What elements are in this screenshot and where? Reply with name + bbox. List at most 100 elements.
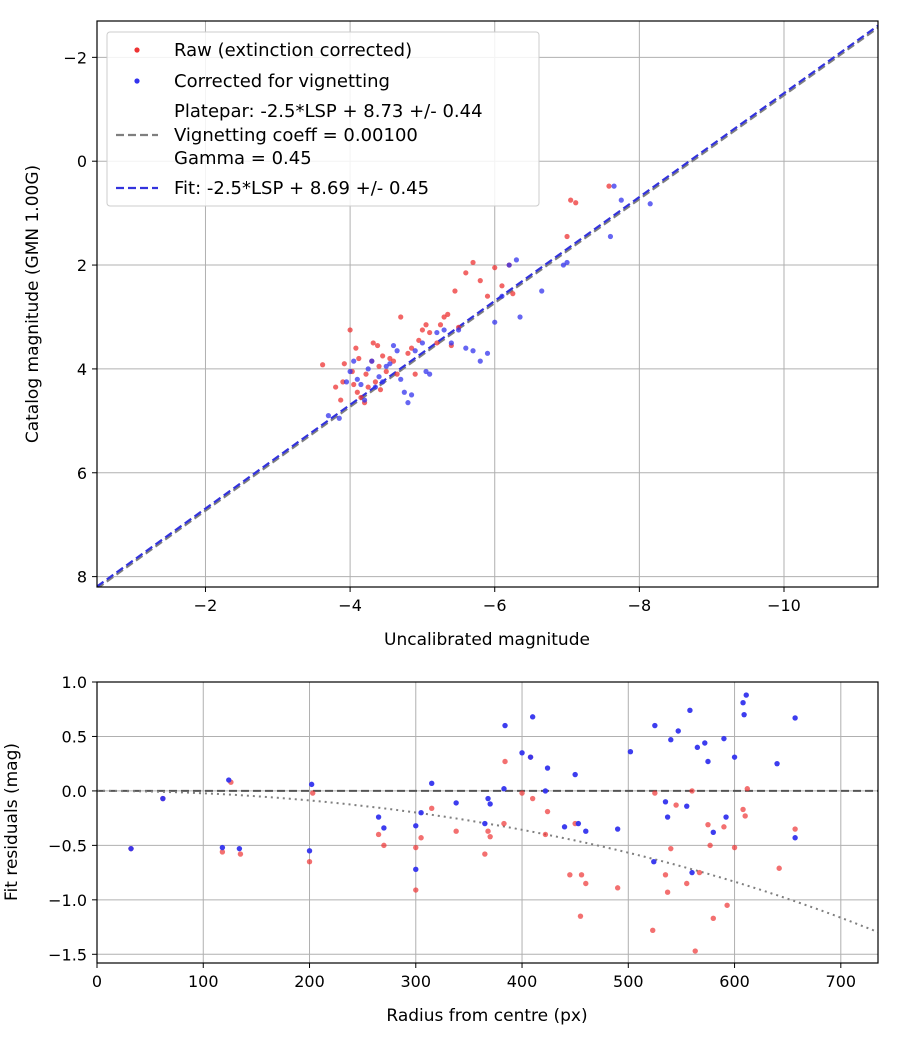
- raw-point: [338, 397, 344, 403]
- corrected-residual-point: [128, 845, 134, 852]
- top-xlabel: Uncalibrated magnitude: [384, 630, 590, 650]
- raw-point: [333, 384, 339, 390]
- corrected-residual-point: [429, 780, 435, 786]
- corrected-point: [492, 319, 498, 325]
- corrected-residual-point: [160, 795, 166, 802]
- raw-residual-point: [375, 831, 382, 838]
- raw-point: [394, 371, 400, 377]
- raw-point: [374, 342, 381, 349]
- raw-residual-point: [707, 842, 713, 849]
- corrected-residual-point: [668, 737, 674, 743]
- raw-residual-point: [542, 831, 549, 838]
- corrected-residual-point: [572, 771, 578, 778]
- raw-point: [340, 379, 346, 385]
- corrected-residual-point: [743, 692, 749, 698]
- raw-residual-point: [689, 788, 695, 794]
- raw-residual-point: [453, 828, 459, 834]
- raw-point: [434, 340, 440, 346]
- corrected-residual-point: [687, 707, 693, 714]
- raw-point: [354, 389, 360, 395]
- corrected-residual-point: [453, 800, 459, 806]
- corrected-point: [499, 293, 505, 299]
- corrected-point: [408, 392, 415, 398]
- corrected-point: [383, 363, 389, 369]
- top-y-tick-label: 8: [77, 568, 87, 587]
- raw-point: [365, 384, 371, 390]
- raw-point: [437, 322, 444, 328]
- raw-point: [353, 345, 359, 351]
- raw-point: [492, 265, 498, 271]
- raw-point: [510, 291, 516, 297]
- corrected-point: [358, 381, 364, 388]
- corrected-point: [343, 379, 350, 385]
- corrected-residual-point: [413, 866, 419, 873]
- top-x-tick-label: −4: [338, 596, 362, 615]
- corrected-residual-point: [482, 820, 488, 827]
- corrected-residual-point: [519, 750, 525, 756]
- corrected-point: [387, 361, 393, 367]
- raw-residual-point: [501, 820, 507, 827]
- raw-point: [383, 368, 389, 375]
- top-x-tick-label: −2: [194, 596, 218, 615]
- corrected-point: [423, 368, 429, 375]
- corrected-residual-point: [792, 835, 798, 841]
- top-y-tick-label: 0: [77, 152, 87, 171]
- corrected-residual-point: [219, 844, 226, 851]
- raw-residual-point: [662, 872, 669, 878]
- top-x-tick-label: −8: [628, 596, 652, 615]
- raw-point: [376, 363, 382, 369]
- corrected-point: [354, 376, 360, 382]
- raw-residual-point: [567, 872, 573, 878]
- bottom-y-tick-label: 0.5: [62, 727, 87, 746]
- top-y-tick-label: 4: [77, 360, 87, 379]
- raw-point: [356, 355, 362, 362]
- corrected-point: [405, 400, 411, 406]
- raw-residual-point: [237, 851, 244, 857]
- corrected-residual-point: [542, 788, 549, 794]
- raw-residual-point: [673, 802, 679, 808]
- raw-point: [484, 293, 491, 299]
- corrected-point: [647, 201, 653, 207]
- corrected-point: [470, 348, 476, 354]
- corrected-point: [434, 329, 440, 336]
- corrected-point: [539, 288, 545, 294]
- raw-residual-point: [219, 849, 226, 855]
- raw-residual-point: [485, 828, 491, 834]
- raw-point: [452, 288, 458, 294]
- raw-residual-point: [583, 880, 589, 887]
- corrected-point: [419, 340, 426, 346]
- corrected-residual-point: [544, 765, 551, 771]
- top-y-tick-label: 6: [77, 464, 87, 483]
- raw-residual-point: [650, 927, 656, 934]
- corrected-residual-point: [774, 760, 780, 767]
- legend-platepar-line2: Vignetting coeff = 0.00100: [174, 125, 418, 146]
- corrected-residual-point: [487, 801, 493, 807]
- legend-raw-marker: [134, 47, 140, 53]
- raw-point: [477, 278, 483, 284]
- bottom-y-tick-label: −1.5: [48, 945, 87, 964]
- raw-point: [416, 337, 422, 343]
- legend-box: [106, 31, 540, 207]
- raw-residual-point: [544, 808, 551, 815]
- raw-residual-point: [529, 795, 536, 802]
- raw-point: [564, 233, 570, 240]
- raw-residual-point: [614, 885, 621, 891]
- raw-residual-point: [502, 758, 508, 765]
- raw-residual-point: [413, 844, 419, 851]
- corrected-point: [412, 348, 418, 354]
- raw-residual-point: [705, 821, 711, 828]
- corrected-residual-point: [485, 795, 491, 802]
- raw-residual-point: [721, 824, 727, 830]
- corrected-point: [607, 233, 614, 240]
- bottom-axes-frame: [96, 681, 879, 964]
- corrected-residual-point: [710, 829, 716, 836]
- raw-point: [499, 283, 505, 289]
- platepar-line: [97, 26, 878, 587]
- raw-point: [412, 371, 418, 377]
- raw-residual-point: [710, 915, 716, 922]
- bottom-grid: [96, 681, 878, 963]
- corrected-residual-point: [675, 728, 681, 734]
- corrected-point: [618, 197, 624, 203]
- corrected-residual-point: [662, 799, 669, 805]
